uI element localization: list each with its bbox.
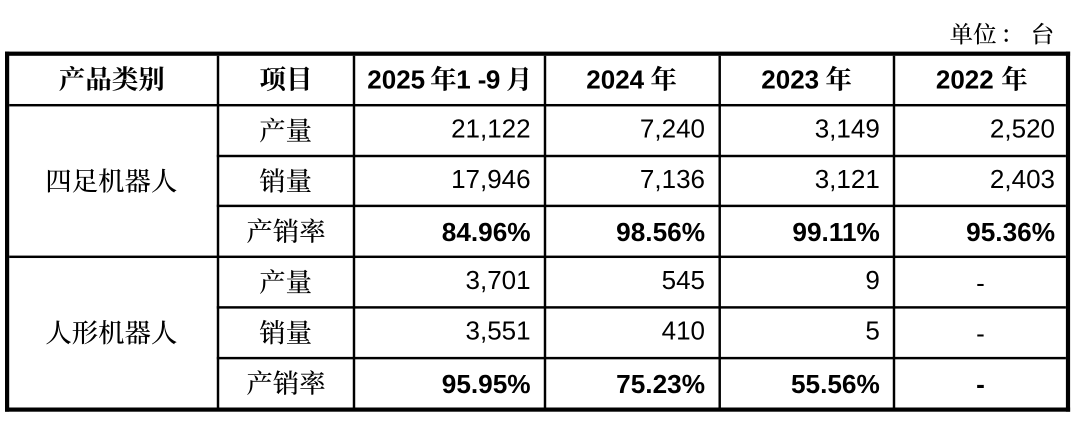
svg-text:55.56%: 55.56% <box>791 369 880 399</box>
svg-text:2022: 2022 <box>936 65 994 95</box>
svg-text:9: 9 <box>865 265 879 295</box>
svg-text:-: - <box>976 369 985 399</box>
svg-text:7,136: 7,136 <box>640 164 705 194</box>
svg-text:3,551: 3,551 <box>466 316 531 346</box>
svg-text:2,403: 2,403 <box>990 164 1055 194</box>
svg-text:545: 545 <box>662 265 705 295</box>
svg-text:2025: 2025 <box>367 65 425 95</box>
svg-text:99.11%: 99.11% <box>792 217 879 247</box>
svg-text:95.36%: 95.36% <box>966 217 1055 247</box>
svg-text:2,520: 2,520 <box>990 114 1055 144</box>
svg-text:2024: 2024 <box>586 65 644 95</box>
svg-text:3,121: 3,121 <box>815 164 880 194</box>
svg-text:5: 5 <box>865 316 879 346</box>
svg-text:-: - <box>478 65 487 95</box>
svg-text:95.95%: 95.95% <box>442 369 531 399</box>
svg-text:1: 1 <box>456 65 470 95</box>
svg-text:3,149: 3,149 <box>815 114 880 144</box>
svg-text:84.96%: 84.96% <box>442 217 531 247</box>
svg-text:17,946: 17,946 <box>451 164 531 194</box>
svg-text:2023: 2023 <box>761 65 819 95</box>
svg-text:98.56%: 98.56% <box>616 217 705 247</box>
svg-text:-: - <box>976 268 985 298</box>
svg-text:3,701: 3,701 <box>466 265 531 295</box>
svg-text:-: - <box>976 319 985 349</box>
svg-text:75.23%: 75.23% <box>616 369 705 399</box>
svg-text:410: 410 <box>662 316 705 346</box>
svg-text:9: 9 <box>486 65 500 95</box>
svg-text:21,122: 21,122 <box>451 114 531 144</box>
svg-text:7,240: 7,240 <box>640 114 705 144</box>
